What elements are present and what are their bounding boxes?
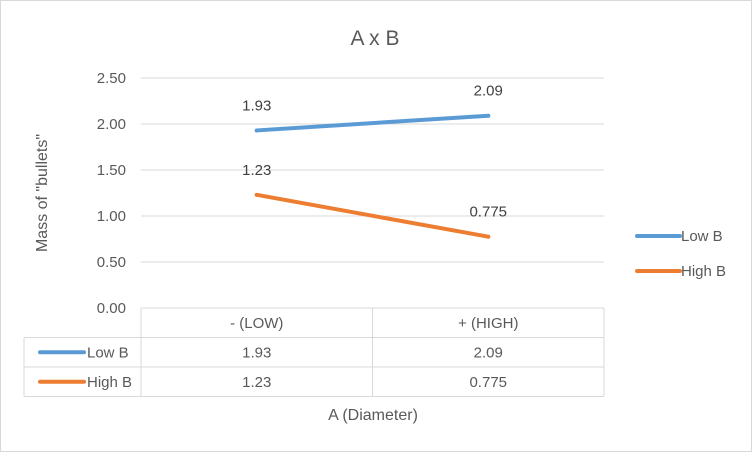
x-category-label: + (HIGH) [458, 315, 518, 332]
y-tick-label: 2.00 [97, 116, 126, 133]
y-axis-label: Mass of "bullets" [34, 134, 51, 252]
chart-title: A x B [350, 27, 399, 50]
data-label: 0.775 [469, 204, 507, 221]
series-line-high-b [254, 192, 491, 239]
table-cell: 0.775 [469, 374, 507, 391]
data-label: 1.93 [242, 97, 271, 114]
table-row-header: High B [87, 374, 132, 391]
series-line-low-b [254, 113, 491, 133]
y-tick-label: 0.50 [97, 254, 126, 271]
data-point [254, 192, 259, 197]
y-tick-label: 1.00 [97, 208, 126, 225]
table-cell: 1.23 [242, 374, 271, 391]
x-axis-label: A (Diameter) [328, 407, 418, 424]
data-point [486, 234, 491, 239]
table-cell: 2.09 [474, 344, 503, 361]
legend-label: High B [681, 263, 726, 280]
data-point [254, 128, 259, 133]
data-point [486, 113, 491, 118]
x-category-label: - (LOW) [230, 315, 283, 332]
table-row-header: Low B [87, 344, 129, 361]
y-tick-label: 2.50 [97, 70, 126, 87]
y-tick-label: 1.50 [97, 162, 126, 179]
table-cell: 1.93 [242, 344, 271, 361]
data-label: 1.23 [242, 162, 271, 179]
data-label: 2.09 [474, 83, 503, 100]
y-tick-label: 0.00 [97, 300, 126, 317]
legend-label: Low B [681, 228, 723, 245]
